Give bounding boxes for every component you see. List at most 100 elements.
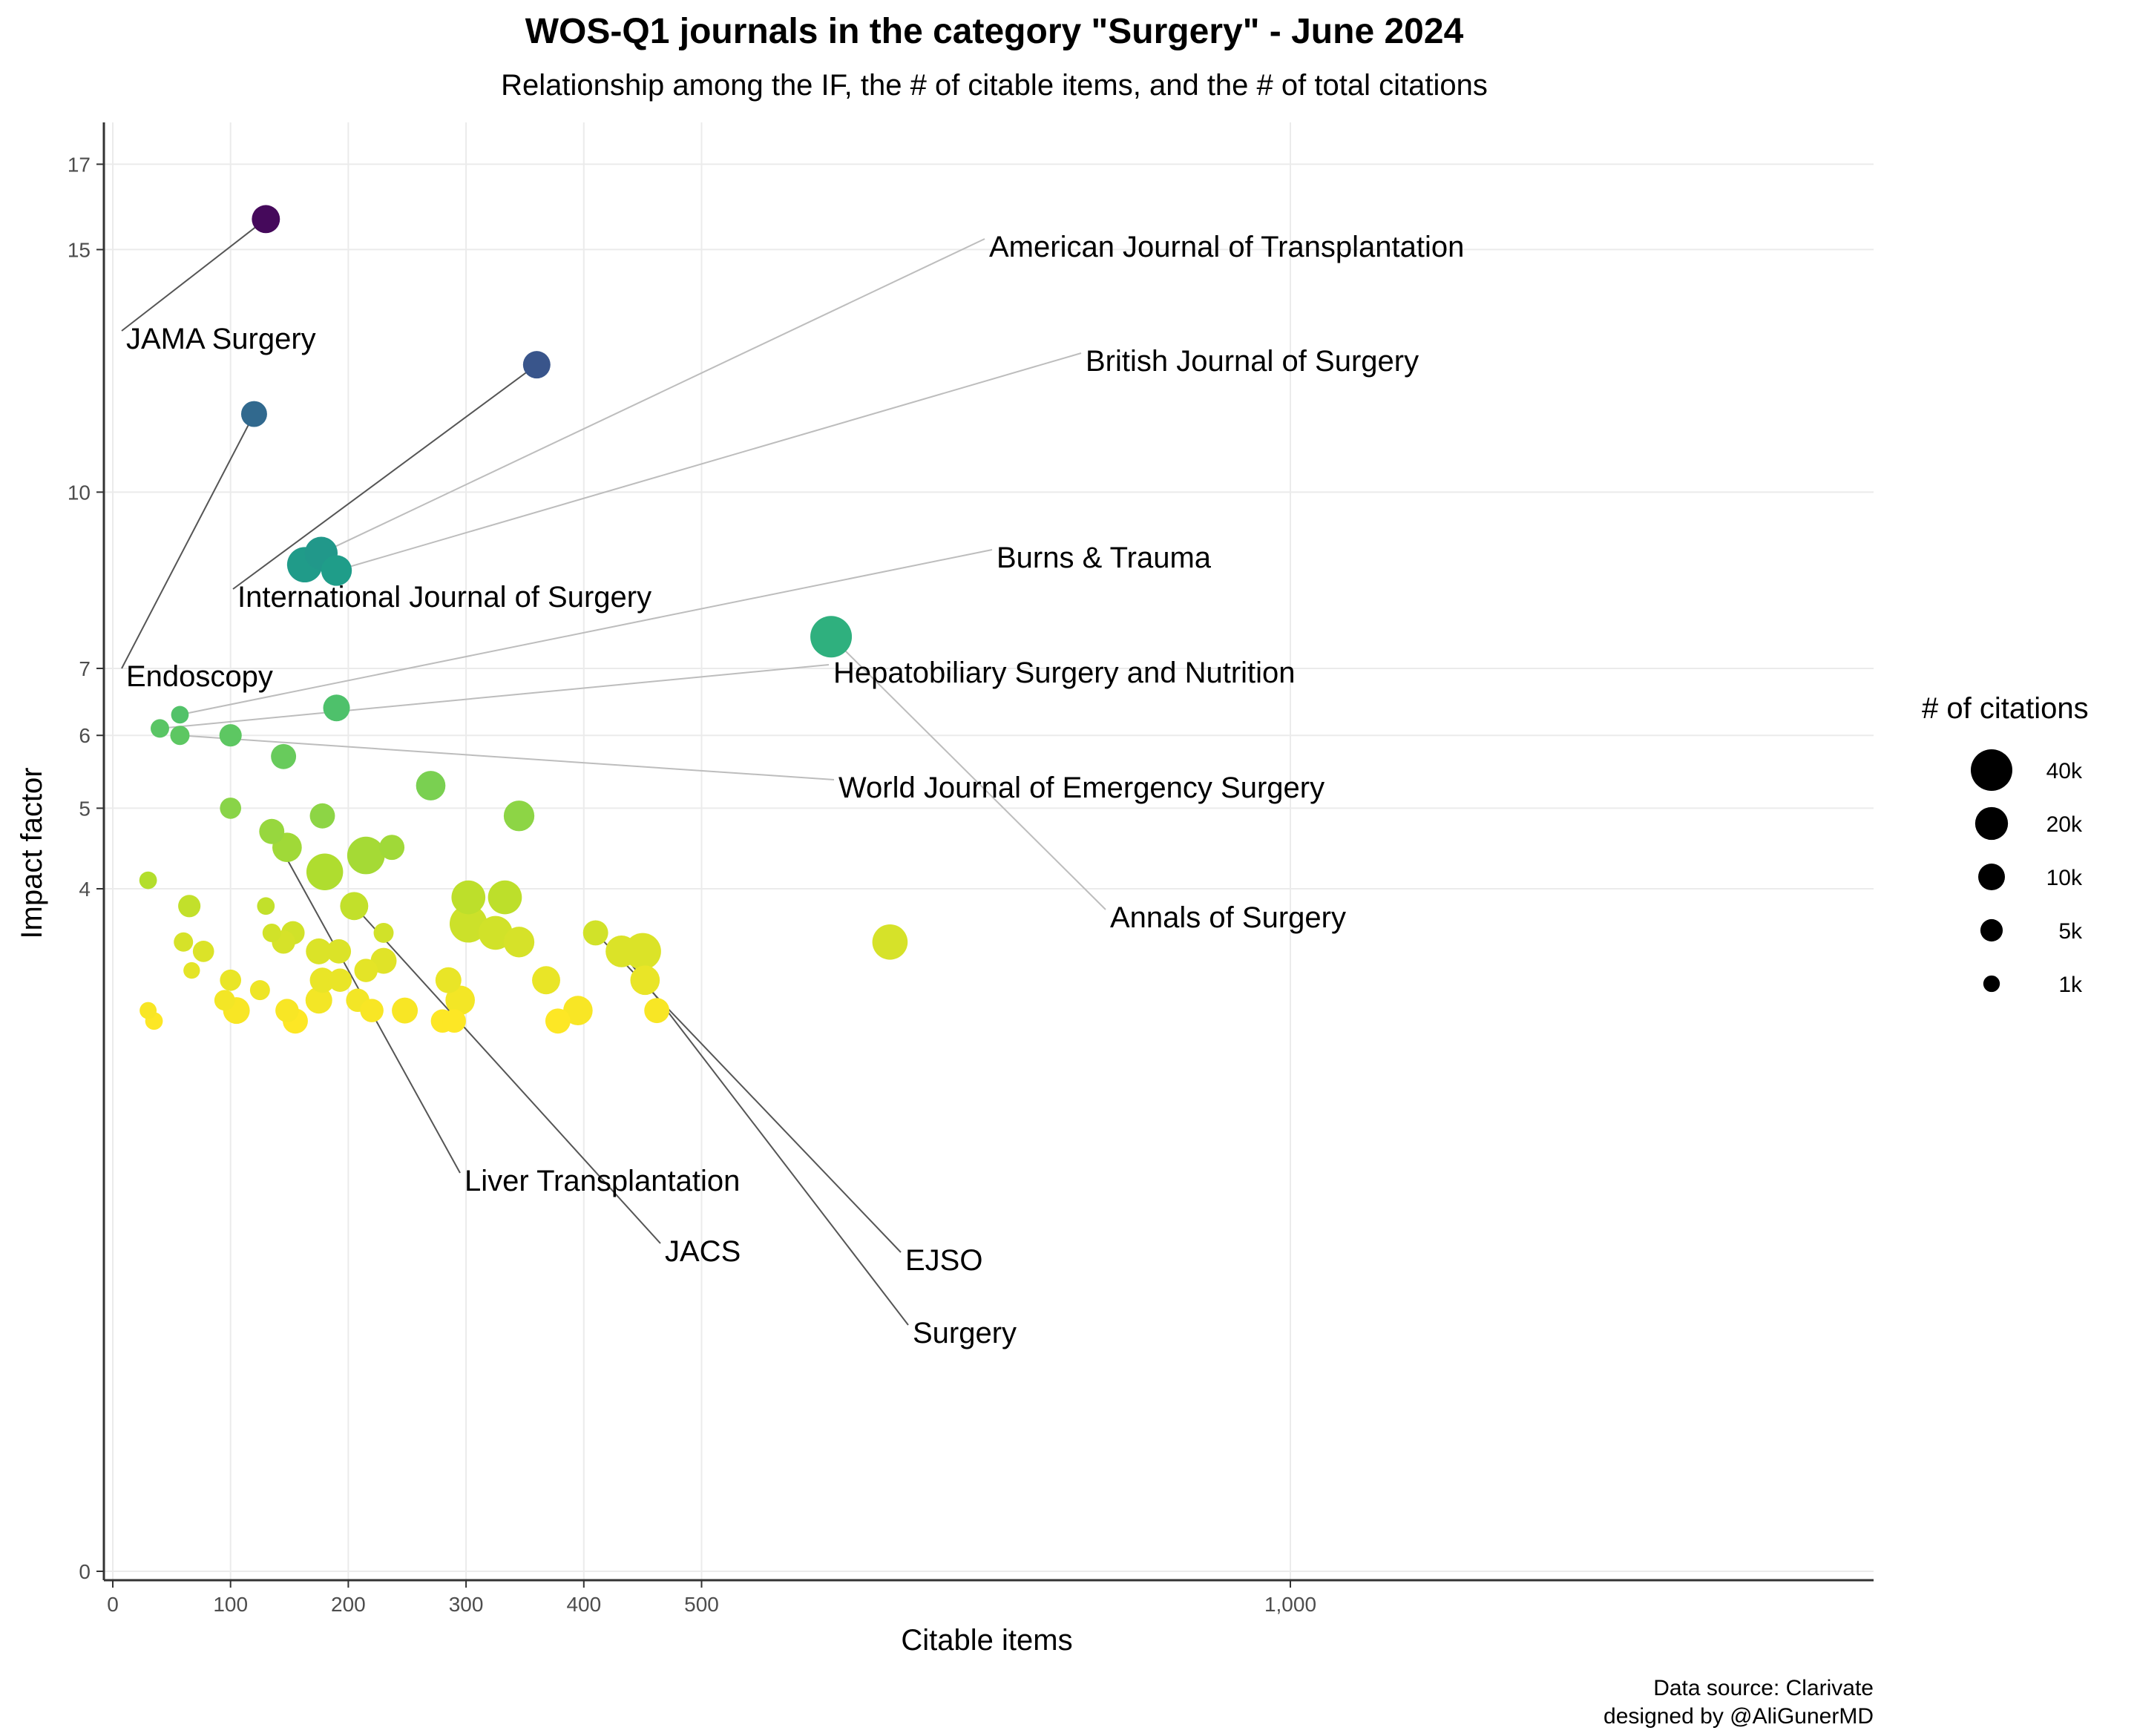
data-point	[582, 920, 608, 946]
data-point	[545, 1008, 571, 1034]
data-point	[309, 803, 335, 829]
legend-key	[1978, 864, 2005, 890]
legend-label: 20k	[2046, 812, 2083, 837]
data-point	[340, 892, 369, 921]
annotation-label: Surgery	[913, 1317, 1017, 1349]
annotation-label: World Journal of Emergency Surgery	[838, 772, 1324, 804]
data-point	[139, 1002, 157, 1019]
data-point	[488, 880, 522, 915]
y-tick-label: 7	[79, 657, 91, 680]
annotation-label: Burns & Trauma	[997, 542, 1212, 574]
annotation-leader	[121, 218, 266, 332]
data-point	[605, 935, 638, 967]
data-point	[532, 966, 560, 995]
annotation-label: Endoscopy	[126, 660, 273, 693]
data-point	[174, 932, 194, 952]
chart-title: WOS-Q1 journals in the category "Surgery…	[525, 12, 1464, 51]
data-point	[219, 724, 242, 747]
x-tick-label: 500	[684, 1593, 719, 1616]
annotation-label: JAMA Surgery	[126, 323, 316, 355]
data-point	[252, 205, 280, 234]
data-point	[220, 798, 242, 819]
data-point	[309, 967, 335, 993]
x-tick-label: 1,000	[1264, 1593, 1316, 1616]
chart-subtitle: Relationship among the IF, the # of cita…	[501, 69, 1488, 102]
data-point	[178, 895, 201, 918]
legend-label: 10k	[2046, 866, 2083, 890]
annotation-label: American Journal of Transplantation	[989, 231, 1464, 263]
data-point	[328, 968, 352, 993]
data-point	[563, 996, 593, 1025]
x-tick-label: 100	[213, 1593, 248, 1616]
annotation-label: EJSO	[905, 1244, 982, 1277]
data-point	[306, 853, 344, 891]
data-point	[170, 726, 190, 746]
y-tick-label: 6	[79, 724, 91, 747]
legend-title: # of citations	[1922, 692, 2089, 725]
data-point	[503, 927, 535, 958]
data-point	[503, 800, 535, 832]
data-point	[451, 880, 486, 915]
data-point	[257, 897, 275, 915]
data-point	[240, 401, 267, 427]
caption-source: Data source: Clarivate	[1653, 1676, 1874, 1700]
data-point	[442, 1009, 466, 1033]
y-tick-label: 0	[79, 1560, 91, 1583]
data-point	[810, 616, 853, 658]
y-tick-label: 15	[68, 238, 91, 261]
annotation-label: Annals of Surgery	[1110, 901, 1346, 934]
annotation-label: International Journal of Surgery	[237, 581, 651, 614]
legend-key	[1983, 975, 2000, 993]
data-point	[151, 719, 169, 738]
y-axis-label: Impact factor	[16, 767, 48, 938]
data-point	[354, 959, 378, 982]
annotation-labels: JAMA Surgery International Journal of Sur…	[126, 231, 1464, 1349]
annotation-leader	[321, 238, 985, 554]
y-axis-ticks: 0 4 5 6 7 10 15 17	[68, 153, 104, 1583]
annotation-leader	[336, 352, 1082, 571]
annotation-label: Liver Transplantation	[465, 1165, 740, 1197]
data-point	[373, 922, 394, 943]
data-point	[321, 555, 352, 586]
data-point	[275, 999, 299, 1022]
data-point	[347, 836, 385, 875]
legend-key	[1974, 806, 2009, 841]
data-point	[644, 998, 670, 1024]
data-point	[435, 967, 462, 993]
x-tick-label: 200	[331, 1593, 366, 1616]
legend-label: 40k	[2046, 759, 2083, 783]
y-tick-label: 5	[79, 797, 91, 820]
data-point	[360, 999, 384, 1022]
data-point	[249, 980, 270, 1001]
data-point	[872, 924, 908, 960]
annotation-label: JACS	[665, 1235, 741, 1268]
x-axis-label: Citable items	[901, 1624, 1072, 1657]
annotation-leader	[232, 364, 537, 590]
size-legend: # of citations 40k 20k 10k 5k 1k	[1922, 692, 2089, 997]
x-tick-label: 0	[107, 1593, 119, 1616]
data-point	[416, 771, 446, 800]
annotation-label: Hepatobiliary Surgery and Nutrition	[833, 657, 1296, 689]
data-point	[326, 939, 352, 964]
annotation-leader	[180, 734, 835, 780]
y-tick-label: 4	[79, 878, 91, 901]
data-point	[139, 871, 157, 890]
data-point	[630, 965, 660, 996]
legend-key	[1971, 749, 2012, 791]
annotation-label: British Journal of Surgery	[1086, 345, 1419, 378]
data-point	[214, 990, 235, 1011]
data-point	[379, 835, 405, 861]
data-point	[305, 987, 332, 1014]
data-point	[522, 351, 551, 379]
grid	[104, 122, 1874, 1580]
data-point	[171, 706, 189, 724]
annotation-leader	[160, 664, 830, 729]
y-tick-label: 10	[68, 481, 91, 504]
x-axis-ticks: 0 100 200 300 400 500 1,000	[107, 1580, 1316, 1616]
data-point	[192, 941, 214, 962]
data-point	[183, 961, 200, 979]
data-point	[392, 997, 418, 1024]
annotation-leader	[830, 636, 1106, 910]
data-point	[262, 923, 281, 942]
